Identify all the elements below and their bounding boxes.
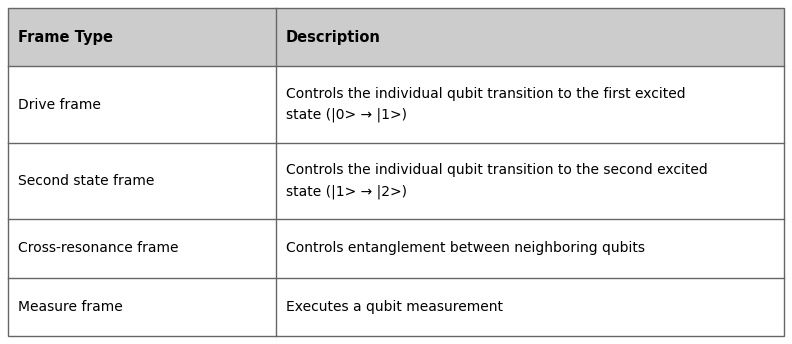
Text: Controls the individual qubit transition to the second excited
state (|1> → |2>): Controls the individual qubit transition… [286, 163, 707, 198]
Text: Second state frame: Second state frame [18, 174, 154, 188]
Bar [8, 66, 784, 143]
Text: Drive frame: Drive frame [18, 98, 101, 111]
Text: Frame Type: Frame Type [18, 30, 113, 45]
Bar [8, 143, 784, 219]
Text: Controls entanglement between neighboring qubits: Controls entanglement between neighborin… [286, 241, 645, 256]
Text: Measure frame: Measure frame [18, 300, 123, 314]
Text: Controls the individual qubit transition to the first excited
state (|0> → |1>): Controls the individual qubit transition… [286, 87, 685, 122]
Text: Executes a qubit measurement: Executes a qubit measurement [286, 300, 503, 314]
Bar [8, 8, 784, 66]
Text: Cross-resonance frame: Cross-resonance frame [18, 241, 178, 256]
Text: Description: Description [286, 30, 381, 45]
Bar [8, 278, 784, 336]
Bar [8, 219, 784, 278]
